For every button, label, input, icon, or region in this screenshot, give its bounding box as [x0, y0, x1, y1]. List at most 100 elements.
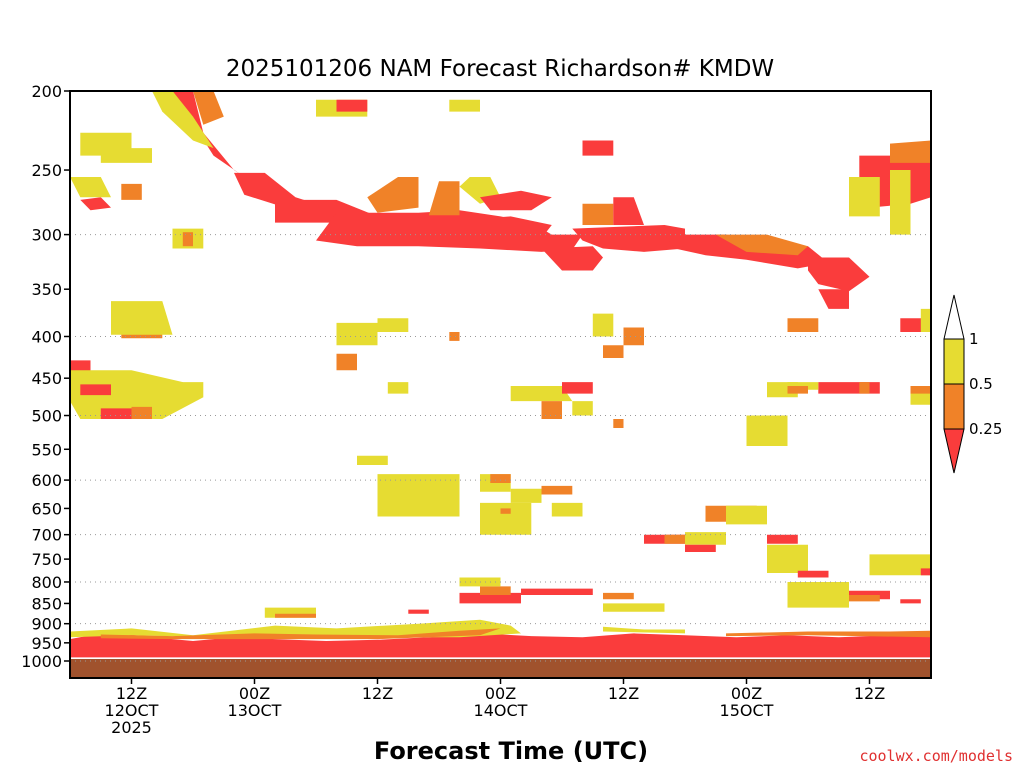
ri-region-yellow — [172, 382, 204, 398]
credit-text: coolwx.com/models — [859, 747, 1013, 765]
x-tick-label-6-1: 12Z — [116, 684, 147, 703]
ri-region-red — [459, 592, 521, 604]
ri-region-red — [172, 91, 275, 204]
ri-region-orange — [449, 332, 460, 341]
ri-region-yellow — [70, 177, 111, 198]
x-tick-label-6-3: 2025 — [111, 718, 152, 737]
colorbar-segment-yellow — [943, 338, 965, 385]
ri-region-yellow — [510, 488, 542, 503]
ri-region-yellow — [787, 582, 849, 608]
ri-region-orange — [859, 382, 870, 394]
y-tick-label-900: 900 — [31, 615, 62, 634]
ri-region-yellow — [920, 308, 931, 332]
ri-region-yellow — [70, 619, 521, 638]
ri-region-orange — [490, 474, 511, 483]
ri-region-orange — [603, 345, 624, 358]
x-tick-label-54-1: 12Z — [608, 684, 639, 703]
ri-region-orange — [664, 534, 685, 544]
ri-region-red — [80, 384, 111, 396]
ri-region-red — [80, 197, 111, 211]
ri-region-orange — [182, 232, 193, 247]
ri-region-yellow — [357, 455, 388, 465]
ri-region-orange — [367, 177, 419, 213]
y-tick-label-600: 600 — [31, 471, 62, 490]
ri-region-red — [613, 197, 644, 225]
y-tick-label-300: 300 — [31, 226, 62, 245]
ri-region-yellow — [111, 301, 173, 335]
ri-region-yellow — [100, 148, 152, 163]
ri-region-yellow — [849, 177, 880, 217]
ri-region-orange — [603, 592, 634, 600]
ri-region-yellow — [603, 626, 685, 634]
plot-area — [69, 90, 932, 679]
ri-region-orange — [623, 327, 644, 346]
y-tick-label-800: 800 — [31, 573, 62, 592]
y-tick-label-450: 450 — [31, 369, 62, 388]
ri-region-yellow — [551, 502, 583, 517]
richardson-fill-layer — [70, 91, 931, 660]
ri-region-red — [562, 382, 593, 394]
ri-region-yellow — [152, 91, 214, 149]
ri-region-yellow — [377, 474, 460, 517]
y-tick-label-550: 550 — [31, 440, 62, 459]
y-tick-labels: 200 250 300 350 400 450 500 550 600 650 700 750 800 8… — [21, 82, 62, 671]
ri-region-red — [521, 588, 593, 595]
ri-region-orange — [121, 183, 142, 200]
y-tick-label-650: 650 — [31, 499, 62, 518]
ri-region-red — [582, 140, 614, 156]
ri-region-red — [480, 190, 552, 211]
chart-title: 2025101206 NAM Forecast Richardson# KMDW — [226, 56, 774, 82]
ri-region-yellow — [70, 370, 204, 419]
x-tick-label-18-2: 13OCT — [228, 701, 282, 720]
x-tick-label-42-2: 14OCT — [474, 701, 528, 720]
ri-region-yellow — [890, 170, 911, 235]
colorbar-label-0-5: 0.5 — [969, 375, 993, 393]
surface-band — [70, 659, 931, 678]
colorbar: 1 0.5 0.25 — [943, 294, 1002, 474]
ri-region-orange — [480, 586, 511, 595]
ri-region-yellow — [767, 544, 808, 573]
y-tick-label-250: 250 — [31, 161, 62, 180]
ri-region-red — [818, 382, 880, 394]
y-tick-label-850: 850 — [31, 594, 62, 613]
ri-region-red — [900, 599, 921, 604]
ri-region-red — [767, 534, 798, 544]
x-tick-label-6-2: 12OCT — [105, 701, 159, 720]
ri-region-yellow — [746, 415, 788, 446]
ri-region-yellow — [449, 99, 480, 112]
y-tick-label-350: 350 — [31, 280, 62, 299]
ri-region-orange — [541, 401, 562, 419]
ri-region-orange — [275, 613, 316, 618]
x-tick-label-66-1: 00Z — [731, 684, 762, 703]
ri-region-red — [428, 216, 552, 239]
ri-region-yellow — [726, 505, 767, 525]
ri-region-orange — [428, 181, 460, 216]
y-tick-label-700: 700 — [31, 526, 62, 545]
ri-region-yellow — [603, 603, 665, 612]
colorbar-label-0-25: 0.25 — [969, 420, 1002, 438]
ri-region-yellow — [336, 322, 378, 346]
y-tick-marks — [64, 90, 70, 662]
ri-region-yellow — [377, 318, 409, 332]
y-tick-label-400: 400 — [31, 327, 62, 346]
ri-region-yellow — [910, 393, 931, 405]
ri-region-red — [685, 544, 716, 552]
ri-region-red — [808, 257, 870, 292]
y-tick-label-1000: 1000 — [21, 652, 62, 671]
x-tick-label-42-1: 00Z — [485, 684, 516, 703]
ri-region-red — [541, 246, 603, 271]
ri-region-red — [408, 609, 429, 614]
ri-region-orange — [787, 318, 819, 332]
ri-region-orange — [336, 353, 357, 371]
ri-region-orange — [541, 485, 573, 495]
colorbar-top-triangle — [943, 294, 965, 340]
ri-region-orange — [582, 203, 614, 225]
ri-region-yellow — [480, 502, 532, 535]
pressure-gridlines — [70, 234, 931, 662]
x-tick-label-66-2: 15OCT — [720, 701, 774, 720]
ri-region-red — [797, 570, 829, 578]
ri-region-red — [572, 225, 685, 252]
ri-region-orange — [787, 386, 808, 394]
